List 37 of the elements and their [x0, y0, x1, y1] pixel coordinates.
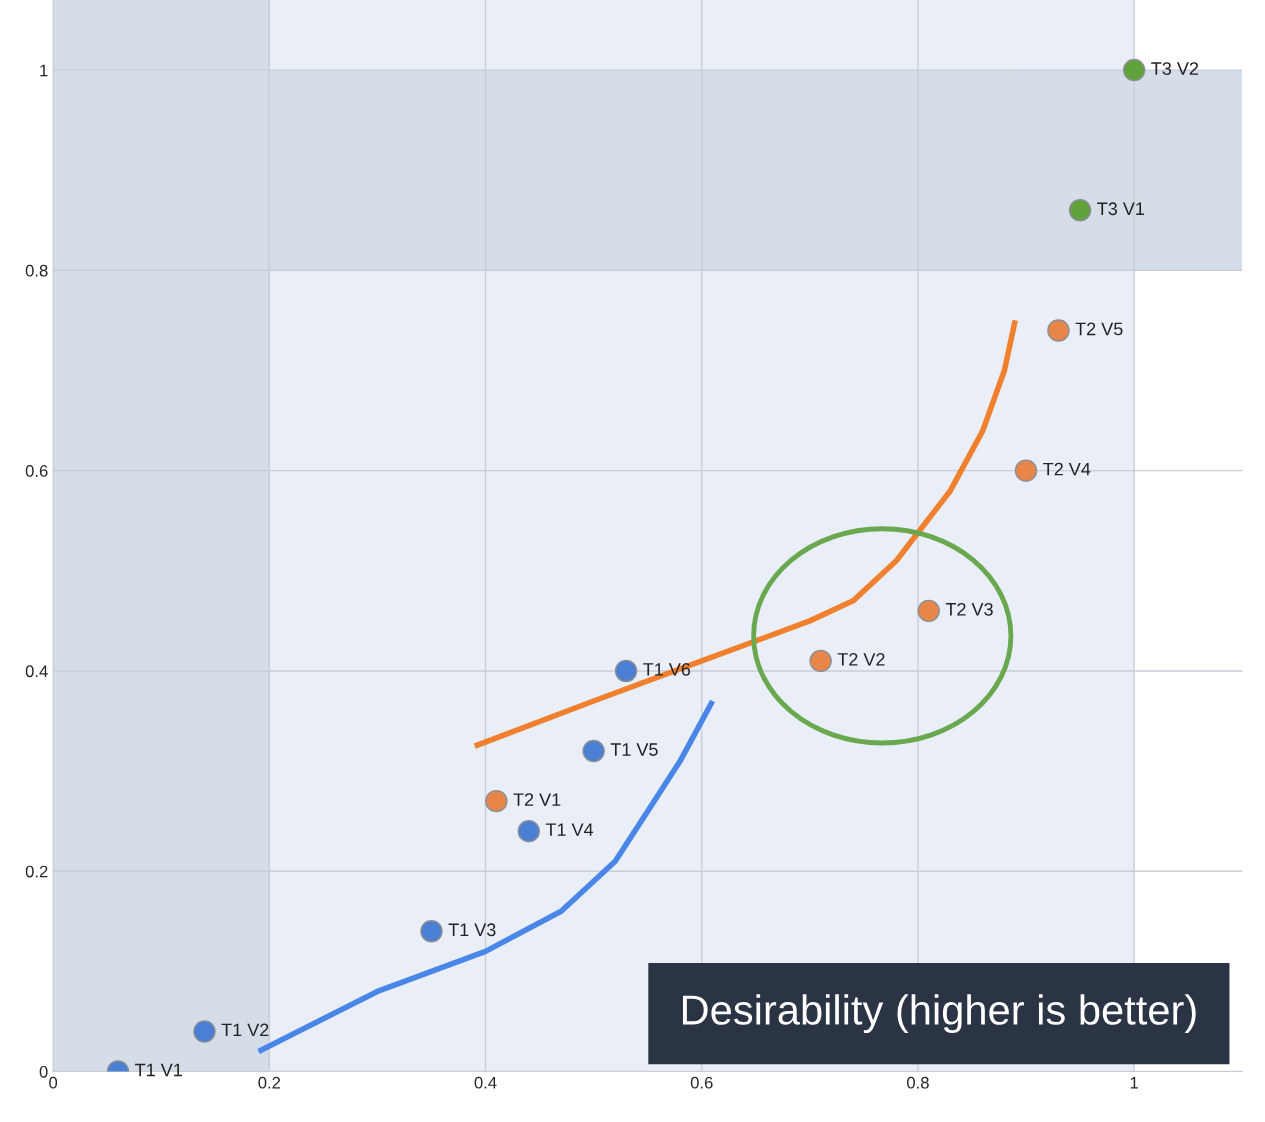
point	[1122, 58, 1146, 82]
point	[1068, 199, 1092, 222]
annotation: T3 V1	[1097, 202, 1145, 216]
x-tick-label: 1	[1130, 1076, 1138, 1089]
point	[1014, 459, 1038, 482]
y-tick-label: 0.8	[25, 264, 48, 277]
point	[1047, 319, 1070, 342]
annotation: T2 V4	[1043, 462, 1091, 476]
point	[614, 659, 638, 683]
point	[582, 739, 605, 763]
y-tick-label: 1	[40, 64, 48, 77]
x-tick-label: 0.6	[690, 1076, 713, 1089]
x-tick-label: 0	[49, 1076, 58, 1089]
point	[485, 789, 508, 813]
point	[517, 819, 540, 843]
annotation: T1 V2	[221, 1023, 269, 1037]
annotation: T1 V5	[610, 743, 658, 756]
x-tick-label: 0.8	[907, 1076, 929, 1089]
annotation: T1 V1	[135, 1063, 182, 1077]
y-tick-label: 0.2	[25, 865, 48, 878]
annotation: T3 V2	[1151, 62, 1199, 75]
annotation: T2 V2	[837, 652, 885, 666]
point	[809, 649, 832, 673]
y-tick-label: 0.6	[25, 465, 48, 477]
point	[917, 599, 940, 623]
y-tick-label: 0.4	[25, 665, 48, 678]
annotation: T2 V3	[945, 602, 993, 616]
annotation: T2 V1	[513, 793, 561, 806]
x-tick-label: 0.2	[258, 1076, 281, 1089]
annotation: Desirability (higher is better)	[682, 994, 1196, 1034]
x-tick-label: 0.4	[474, 1076, 497, 1089]
y-tick-label: 0	[39, 1065, 48, 1078]
annotation: T2 V5	[1075, 322, 1123, 336]
annotation: T1 V3	[448, 923, 496, 937]
point	[193, 1020, 216, 1043]
point	[420, 920, 443, 943]
annotation: T1 V4	[545, 823, 594, 836]
